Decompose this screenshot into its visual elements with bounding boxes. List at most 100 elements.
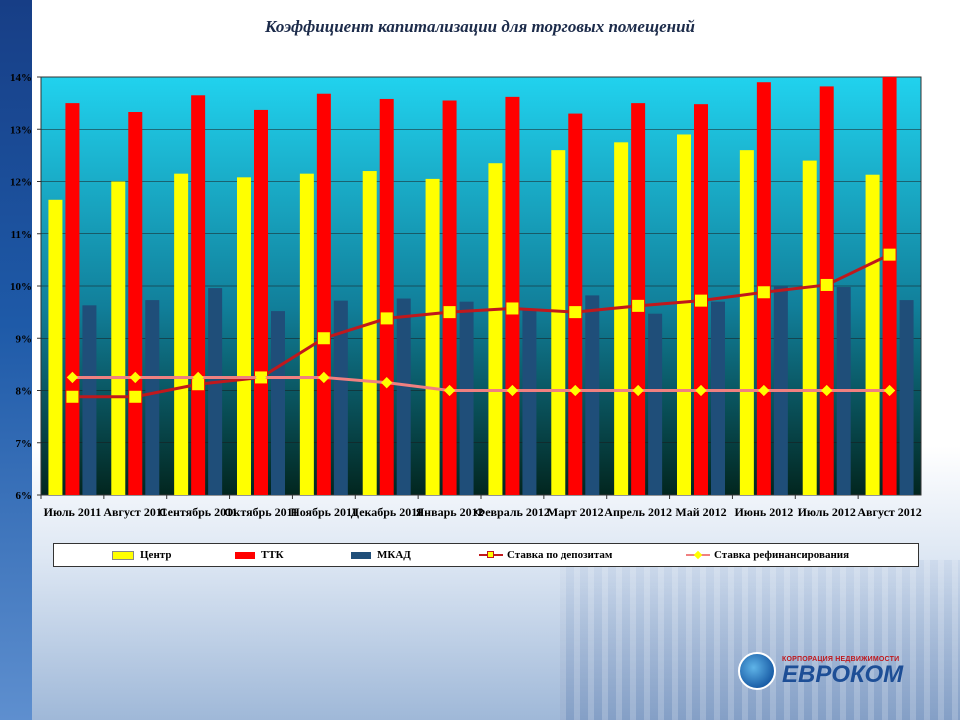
bar-center — [237, 177, 251, 495]
marker-refinancing-rate — [883, 384, 896, 397]
marker-refinancing-rate — [695, 384, 707, 397]
bar-center — [362, 171, 377, 496]
legend-swatch-refinancing-rate — [686, 550, 710, 560]
bar-center — [802, 160, 817, 495]
bar-mkad — [648, 313, 663, 495]
marker-refinancing-rate — [192, 371, 204, 384]
line-deposit-rate — [72, 253, 891, 399]
bar-ttk — [65, 103, 80, 495]
bar-center — [677, 134, 691, 495]
x-tick-label: Январь 2012 — [416, 505, 484, 519]
bar-ttk — [568, 113, 583, 495]
bar-mkad — [333, 300, 348, 495]
bar-ttk — [442, 100, 457, 495]
y-tick-label: 7% — [16, 438, 33, 450]
marker-refinancing-rate — [758, 384, 770, 397]
bar-mkad — [271, 311, 285, 495]
bar-center — [739, 150, 754, 495]
marker-deposit-rate — [380, 312, 393, 325]
x-tick-label: Апрель 2012 — [604, 505, 672, 519]
bar-mkad — [396, 298, 411, 495]
bar-ttk — [379, 98, 394, 495]
x-tick-label: Июль 2012 — [798, 505, 856, 519]
legend-item-ttk: ТТК — [235, 548, 284, 562]
marker-deposit-rate — [820, 278, 833, 291]
bar-ttk — [191, 95, 206, 495]
chart-title: Коэффициент капитализации для торговых п… — [264, 17, 696, 36]
x-tick-label: Май 2012 — [675, 505, 726, 519]
legend-item-deposit-rate: Ставка по депозитам — [479, 548, 612, 562]
y-tick-label: 13% — [10, 124, 32, 136]
marker-deposit-rate — [192, 378, 205, 391]
marker-refinancing-rate — [821, 384, 833, 397]
marker-deposit-rate — [695, 294, 707, 307]
bar-ttk — [128, 112, 143, 495]
marker-refinancing-rate — [443, 384, 456, 397]
bar-center — [174, 173, 189, 495]
bar-center — [488, 163, 503, 495]
line-refinancing-rate — [72, 375, 890, 392]
x-tick-label: Сентябрь 2011 — [159, 505, 238, 519]
y-tick-label: 10% — [10, 281, 32, 293]
marker-deposit-rate — [757, 286, 770, 299]
y-tick-label: 12% — [10, 177, 32, 189]
x-tick-label: Август 2012 — [857, 505, 921, 519]
left-decor-band — [0, 0, 32, 720]
x-tick-label: Ноябрь 2011 — [290, 505, 357, 519]
marker-deposit-rate — [443, 306, 456, 319]
y-tick-label: 6% — [16, 490, 33, 502]
marker-deposit-rate — [506, 302, 519, 315]
logo-globe-icon — [738, 652, 776, 690]
marker-refinancing-rate — [381, 377, 393, 389]
marker-deposit-rate — [129, 390, 142, 403]
marker-deposit-rate — [569, 306, 582, 319]
legend-item-refinancing-rate: Ставка рефинансирования — [686, 548, 849, 562]
marker-deposit-rate — [66, 390, 79, 403]
legend-swatch-center — [112, 550, 134, 560]
bar-ttk — [505, 96, 520, 495]
city-background-image — [560, 560, 960, 720]
marker-refinancing-rate — [569, 384, 581, 397]
bar-center — [48, 199, 63, 495]
marker-refinancing-rate — [255, 371, 267, 384]
bar-mkad — [459, 301, 474, 495]
legend-label-center: Центр — [140, 549, 172, 561]
legend-swatch-ttk — [235, 551, 255, 559]
x-tick-label: Октябрь 2011 — [224, 505, 298, 519]
legend-swatch-deposit-rate — [479, 550, 503, 560]
bar-ttk — [316, 93, 331, 495]
marker-deposit-rate — [317, 332, 330, 345]
bar-mkad — [522, 309, 537, 495]
x-tick-label: Июнь 2012 — [734, 505, 793, 519]
bar-mkad — [208, 288, 223, 495]
x-tick-label: Август 2011 — [103, 505, 167, 519]
x-tick-label: Декабрь 2011 — [351, 505, 423, 519]
legend-label-ttk: ТТК — [261, 549, 284, 561]
logo-name: ЕВРОКОМ — [782, 660, 904, 688]
legend-item-center: Центр — [112, 548, 171, 562]
marker-refinancing-rate — [129, 371, 141, 384]
legend-item-mkad: МКАД — [351, 548, 411, 562]
bar-mkad — [82, 305, 97, 495]
marker-deposit-rate — [632, 299, 645, 312]
legend-label-deposit-rate: Ставка по депозитам — [507, 549, 613, 561]
marker-refinancing-rate — [318, 371, 330, 384]
chart-legend: Центр ТТК МКАД Ставка по депозитам Ставк… — [53, 543, 919, 567]
bar-ttk — [631, 103, 646, 495]
x-tick-label: Март 2012 — [547, 505, 604, 519]
chart-svg: 6%7%8%9%10%11%12%13%14% Июль 2011 Август … — [10, 72, 922, 519]
legend-label-mkad: МКАД — [377, 549, 411, 561]
y-tick-label: 8% — [16, 386, 33, 398]
bar-center — [111, 181, 126, 495]
bar-mkad — [585, 295, 600, 495]
legend-label-refinancing-rate: Ставка рефинансирования — [714, 549, 850, 561]
bar-ttk — [882, 77, 897, 495]
bar-mkad — [899, 300, 914, 495]
x-tick-label: Февраль 2012 — [475, 505, 550, 519]
bar-mkad — [145, 300, 160, 495]
bar-center — [425, 178, 440, 495]
logo-subtitle: КОРПОРАЦИЯ НЕДВИЖИМОСТИ — [782, 655, 900, 663]
x-tick-label: Июль 2011 — [44, 505, 102, 519]
y-tick-label: 11% — [11, 229, 32, 241]
company-logo: КОРПОРАЦИЯ НЕДВИЖИМОСТИ ЕВРОКОМ — [738, 652, 928, 690]
